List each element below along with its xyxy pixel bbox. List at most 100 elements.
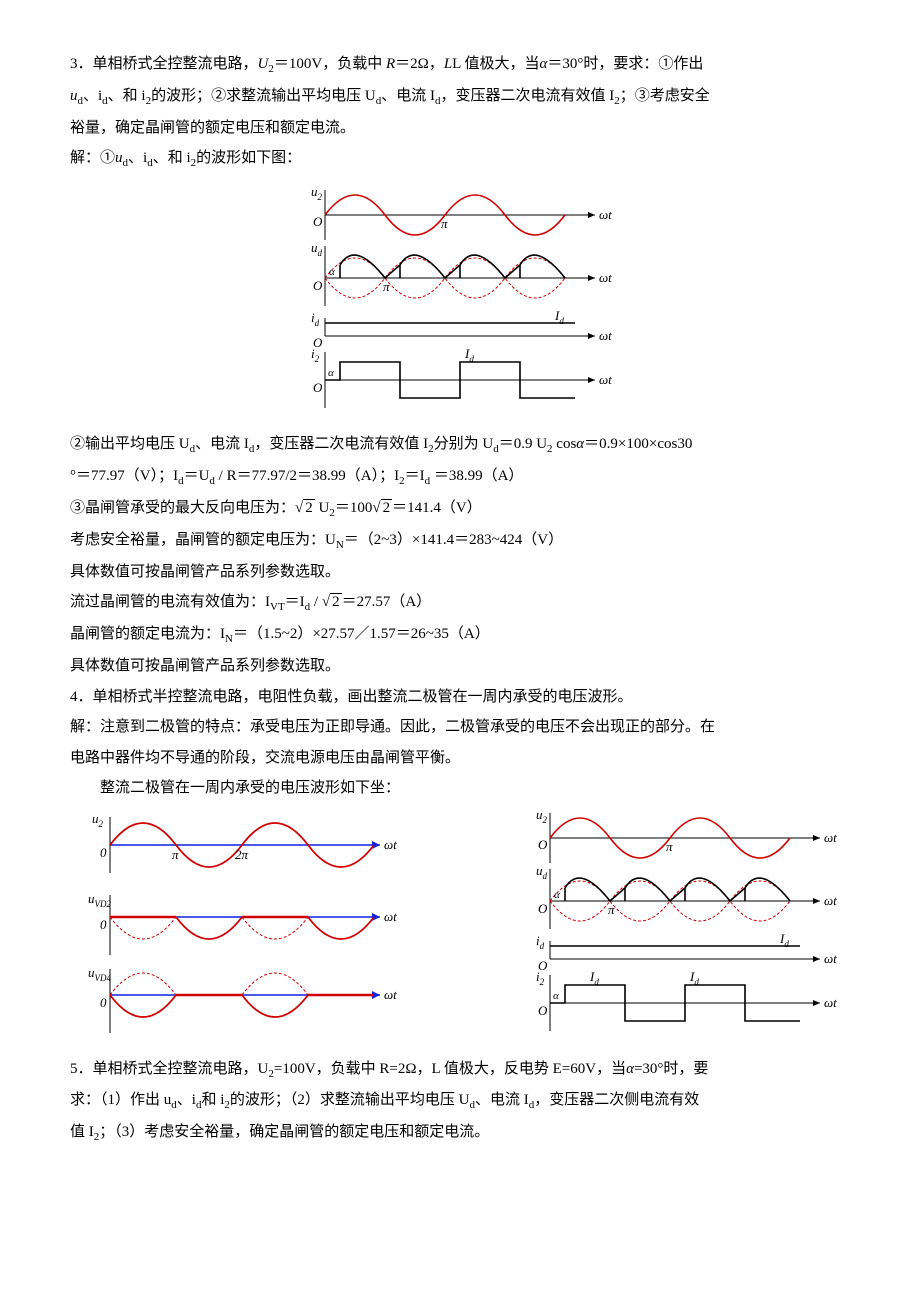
- svg-text:2π: 2π: [235, 847, 249, 862]
- svg-text:ωt: ωt: [384, 909, 397, 924]
- lbl: O: [313, 214, 323, 229]
- t: ，变压器二次电流有效值 I: [440, 88, 614, 104]
- waveform-stack-right-icon: u2 O π ωt ud O α π ωt id O Id ωt i2 O α …: [520, 805, 850, 1055]
- svg-text:π: π: [172, 847, 179, 862]
- lbl: ωt: [599, 372, 612, 387]
- t: 解：①: [70, 150, 115, 166]
- t: ；（3）考虑安全裕量，确定晶闸管的额定电压和额定电流。: [99, 1124, 489, 1140]
- t: U: [315, 500, 330, 516]
- svg-text:O: O: [538, 837, 548, 852]
- q3-p2: ②输出平均电压 Ud、电流 Id，变压器二次电流有效值 I2分别为 Ud＝0.9…: [70, 430, 850, 460]
- svg-text:π: π: [666, 839, 673, 854]
- t: 的波形；②求整流输出平均电压 U: [151, 88, 376, 104]
- q4-figures: u2 0 π 2π ωt uVD2 0 ωt uVD4 0 ωt u2: [70, 805, 850, 1055]
- t: U: [258, 56, 269, 72]
- q3-num: 3．: [70, 56, 93, 72]
- lbl: π: [441, 216, 448, 231]
- t: α: [626, 1061, 634, 1077]
- t: °＝77.97（V）；I: [70, 468, 178, 484]
- t: 、和 i: [153, 150, 191, 166]
- t: ＝U: [184, 468, 210, 484]
- t: 流过晶闸管的电流有效值为：I: [70, 594, 270, 610]
- t: ＝I: [285, 594, 305, 610]
- t: 单相桥式半控整流电路，电阻性负载，画出整流二极管在一周内承受的电压波形。: [93, 689, 633, 705]
- diode-voltage-waveforms-icon: u2 0 π 2π ωt uVD2 0 ωt uVD4 0 ωt: [70, 805, 410, 1055]
- q5-line3: 值 I2；（3）考虑安全裕量，确定晶闸管的额定电压和额定电流。: [70, 1118, 850, 1148]
- t: 4．: [70, 689, 93, 705]
- t: 、i: [128, 150, 147, 166]
- t: ③晶闸管承受的最大反向电压为：: [70, 500, 295, 516]
- q3-p4: ③晶闸管承受的最大反向电压为：2 U2＝1002＝141.4（V）: [70, 494, 850, 524]
- t: u: [70, 88, 78, 104]
- t: R: [386, 56, 395, 72]
- svg-text:α: α: [553, 990, 559, 1002]
- lbl: u2: [311, 184, 323, 202]
- svg-text:ωt: ωt: [384, 837, 397, 852]
- q3-p9: 具体数值可按晶闸管产品系列参数选取。: [70, 652, 850, 681]
- t: ；③考虑安全: [620, 88, 710, 104]
- t: 单相桥式全控整流电路，U: [93, 1061, 269, 1077]
- t: ＝100: [335, 500, 373, 516]
- t: cos: [553, 436, 577, 452]
- q3-line1: 3．单相桥式全控整流电路，U2＝100V，负载中 R＝2Ω，LL 值极大，当α＝…: [70, 50, 850, 80]
- svg-text:u2: u2: [536, 807, 548, 825]
- svg-text:α: α: [554, 889, 560, 901]
- t: ＝27.57（A）: [342, 594, 432, 610]
- lbl: O: [313, 380, 323, 395]
- q3-p8: 晶闸管的额定电流为：IN＝（1.5~2）×27.57／1.57＝26~35（A）: [70, 620, 850, 650]
- t: / R＝77.97/2＝38.99（A）；I: [215, 468, 399, 484]
- lbl: ωt: [599, 270, 612, 285]
- lbl: ud: [311, 240, 323, 258]
- t: ＝I: [405, 468, 425, 484]
- q3-line2: ud、id、和 i2的波形；②求整流输出平均电压 Ud、电流 Id，变压器二次电…: [70, 82, 850, 112]
- t: ＝2Ω，: [395, 56, 444, 72]
- t: 值 I: [70, 1124, 94, 1140]
- lbl: O: [313, 278, 323, 293]
- svg-text:ωt: ωt: [384, 987, 397, 1002]
- t: ＝38.99（A）: [430, 468, 523, 484]
- t: 分别为 U: [434, 436, 494, 452]
- t: 2: [381, 499, 393, 516]
- svg-text:0: 0: [100, 995, 107, 1010]
- t: 求：（1）作出 u: [70, 1092, 171, 1108]
- svg-text:ωt: ωt: [824, 830, 837, 845]
- q4-sol-a: 解：注意到二极管的特点：承受电压为正即导通。因此，二极管承受的电压不会出现正的部…: [70, 713, 850, 742]
- q4-sol-b: 电路中器件均不导通的阶段，交流电源电压由晶闸管平衡。: [70, 744, 850, 773]
- t: 5．: [70, 1061, 93, 1077]
- lbl: ωt: [599, 328, 612, 343]
- t: =30°时，要: [634, 1061, 708, 1077]
- q5-line1: 5．单相桥式全控整流电路，U2=100V，负载中 R=2Ω，L 值极大，反电势 …: [70, 1055, 850, 1085]
- svg-text:O: O: [538, 1003, 548, 1018]
- svg-text:u2: u2: [92, 811, 104, 829]
- t: 、i: [177, 1092, 196, 1108]
- t: L 值极大，当: [452, 56, 539, 72]
- t: 晶闸管的额定电流为：I: [70, 626, 225, 642]
- svg-text:uVD4: uVD4: [88, 965, 111, 983]
- t: =100V，负载中 R=2Ω，L 值极大，反电势 E=60V，当: [274, 1061, 626, 1077]
- t: ＝0.9×100×cos30: [584, 436, 692, 452]
- q3-line3: 裕量，确定晶闸管的额定电压和额定电流。: [70, 114, 850, 143]
- lbl: α: [328, 367, 334, 379]
- svg-text:ωt: ωt: [824, 951, 837, 966]
- t: 负载中: [337, 56, 386, 72]
- t: α: [576, 436, 584, 452]
- t: /: [310, 594, 322, 610]
- t: 的波形；（2）求整流输出平均电压 U: [230, 1092, 470, 1108]
- t: 、电流 I: [475, 1092, 529, 1108]
- t: ＝0.9 U: [499, 436, 547, 452]
- t: 要求：①作出: [613, 56, 703, 72]
- q3-p5: 考虑安全裕量，晶闸管的额定电压为：UN＝（2~3）×141.4＝283~424（…: [70, 526, 850, 556]
- lbl: π: [383, 279, 390, 294]
- t: 2: [303, 499, 315, 516]
- t: ＝100V，: [274, 56, 337, 72]
- svg-text:ud: ud: [536, 863, 548, 881]
- t: 、i: [83, 88, 102, 104]
- lbl: id: [311, 310, 320, 328]
- q4-line1: 4．单相桥式半控整流电路，电阻性负载，画出整流二极管在一周内承受的电压波形。: [70, 683, 850, 712]
- lbl: ωt: [599, 207, 612, 222]
- t: 和 i: [201, 1092, 224, 1108]
- t: ＝141.4（V）: [392, 500, 482, 516]
- q4-sol-c: 整流二极管在一周内承受的电压波形如下坐：: [70, 774, 850, 803]
- svg-text:id: id: [536, 933, 545, 951]
- t: 、和 i: [108, 88, 146, 104]
